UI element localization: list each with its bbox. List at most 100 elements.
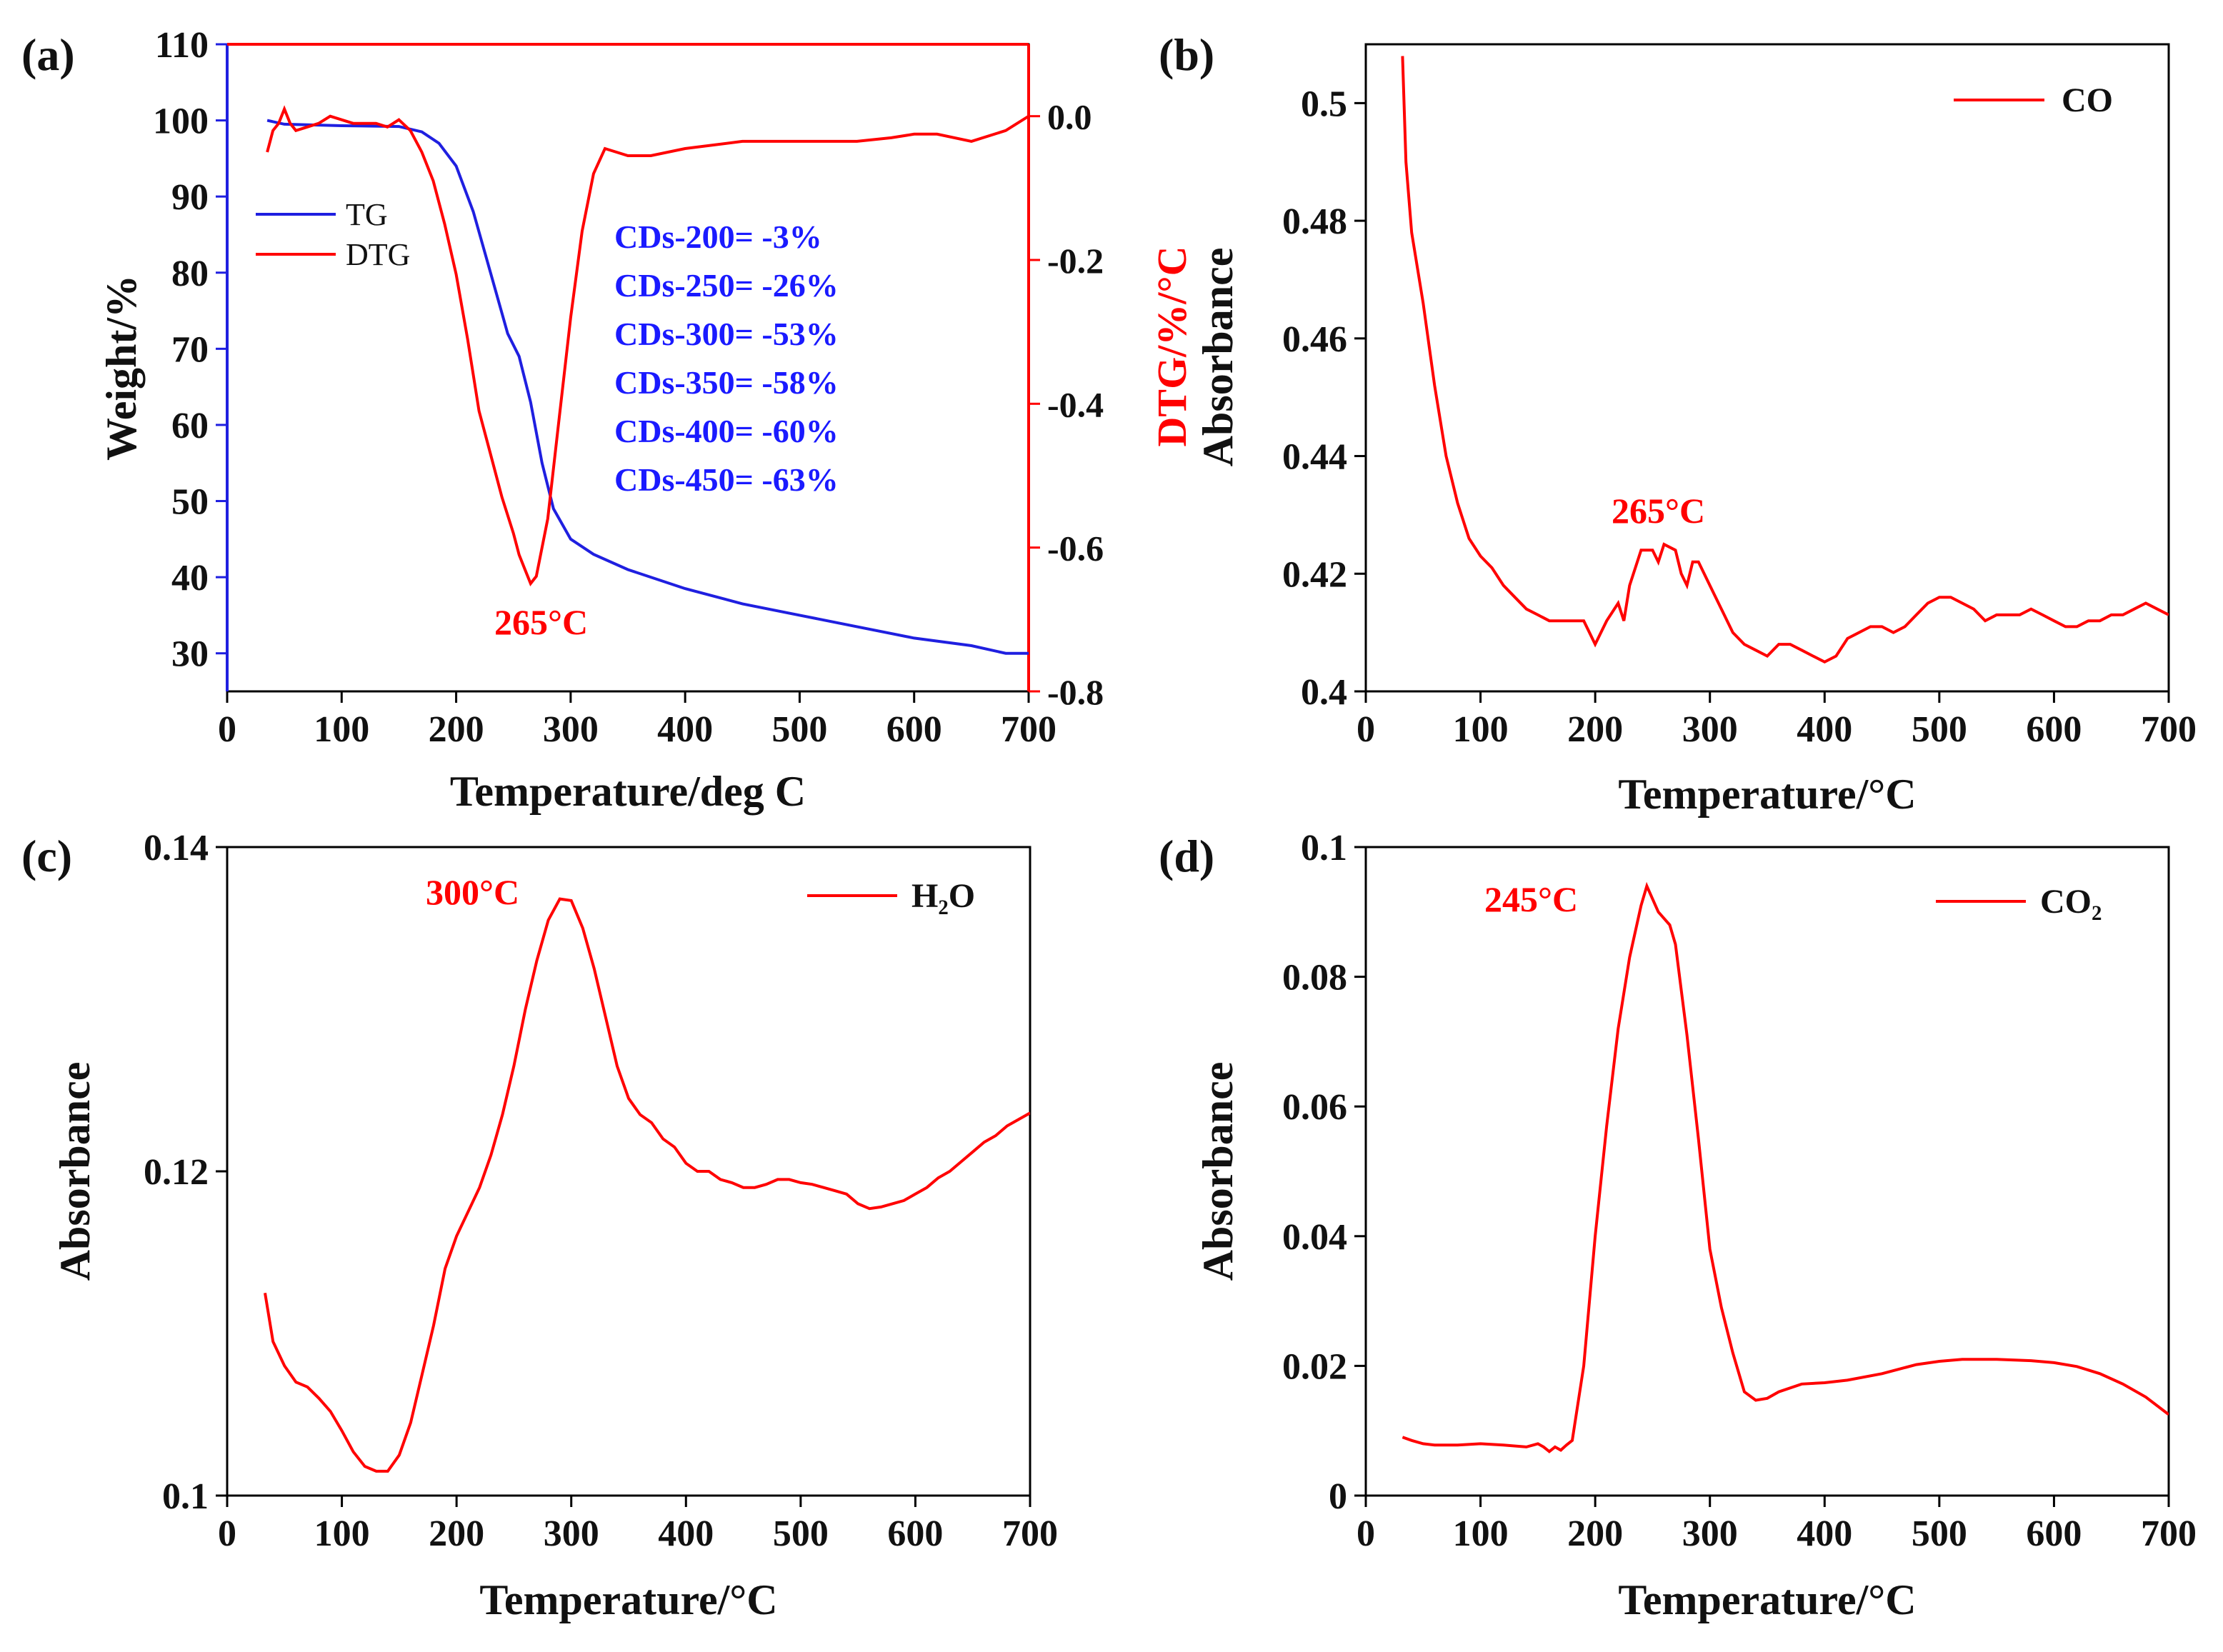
x-tick-label: 0 [1357, 709, 1375, 750]
panel-label-d: (d) [1159, 831, 1214, 881]
x-tick-label: 700 [1002, 1513, 1058, 1554]
mass-loss-label: CDs-250= -26% [614, 267, 839, 304]
y-tick-label: 0.48 [1282, 201, 1347, 242]
y-ticks-d: 0 0.02 0.04 0.06 0.08 0.1 [1282, 828, 1366, 1517]
y2-tick-label: -0.2 [1047, 241, 1104, 281]
x-tick-label: 300 [543, 709, 599, 750]
legend-label-dtg: DTG [346, 237, 410, 272]
co2-line [1402, 881, 2169, 1453]
mass-loss-label: CDs-450= -63% [614, 461, 839, 498]
y-axis-title-a: Weight/% [98, 275, 145, 461]
panel-label-a: (a) [21, 29, 75, 80]
x-tick-label: 500 [771, 709, 827, 750]
peak-annotation-c: 300°C [426, 872, 519, 912]
x-axis-title-d: Temperature/°C [1618, 1576, 1916, 1623]
y2-tick-label: -0.8 [1047, 672, 1104, 712]
h2o-line [264, 897, 1030, 1473]
y-tick-label: 0.44 [1282, 437, 1347, 478]
x-ticks-b: 0 100 200 300 400 500 600 700 [1357, 691, 2197, 750]
dtg-line [266, 105, 1029, 586]
x-tick-label: 500 [773, 1513, 829, 1554]
mass-loss-label: CDs-300= -53% [614, 316, 839, 352]
y-tick-label: 0.42 [1282, 554, 1347, 595]
plot-frame-b [1364, 43, 2170, 693]
y-tick-label: 0.1 [1301, 828, 1347, 868]
y-ticks-b: 0.4 0.42 0.44 0.46 0.48 0.5 [1282, 84, 1366, 713]
x-tick-label: 200 [429, 709, 484, 750]
panel-label-b: (b) [1159, 29, 1214, 80]
y-axis-title-d: Absorbance [1194, 1062, 1242, 1281]
x-tick-label: 200 [1567, 1513, 1623, 1554]
x-tick-label: 500 [1912, 1513, 1967, 1554]
x-tick-label: 200 [1567, 709, 1623, 750]
x-axis-title-a: Temperature/deg C [450, 768, 806, 815]
y-tick-label: 0.02 [1282, 1346, 1347, 1387]
x-ticks-d: 0 100 200 300 400 500 600 700 [1357, 1496, 2197, 1554]
y2-tick-label: 0.0 [1047, 97, 1092, 137]
legend-label-tg: TG [346, 197, 388, 232]
x-tick-label: 300 [1682, 709, 1738, 750]
x-tick-label: 300 [1682, 1513, 1738, 1554]
legend-label-co2: CO₂ [2040, 883, 2102, 921]
x-tick-label: 700 [2141, 1513, 2197, 1554]
y-tick-label: 0 [1329, 1476, 1347, 1517]
mass-loss-label: CDs-350= -58% [614, 364, 839, 401]
legend-label-h2o: H₂O [911, 877, 975, 915]
x-tick-label: 400 [657, 709, 713, 750]
y-tick-label: 0.04 [1282, 1217, 1347, 1258]
x-tick-label: 400 [1797, 709, 1852, 750]
x-ticks-a: 0 100 200 300 400 500 600 700 [218, 691, 1056, 750]
x-tick-label: 0 [218, 709, 236, 750]
peak-annotation-a: 265°C [494, 602, 588, 642]
y-ticks-a: 30 40 50 60 70 80 90 100 110 [153, 25, 227, 675]
y-tick-label: 0.5 [1301, 84, 1347, 124]
plot-frame-d [1364, 846, 2170, 1497]
x-tick-label: 700 [1001, 709, 1056, 750]
y-tick-label: 0.14 [144, 828, 209, 868]
x-tick-label: 600 [887, 1513, 943, 1554]
x-tick-label: 100 [314, 1513, 370, 1554]
y-tick-label: 40 [171, 558, 209, 599]
x-tick-label: 400 [1797, 1513, 1852, 1554]
x-tick-label: 0 [1357, 1513, 1375, 1554]
co-line [1401, 56, 2169, 664]
y-ticks-c: 0.1 0.12 0.14 [144, 828, 227, 1517]
legend-label-co: CO [2062, 81, 2113, 119]
x-tick-label: 200 [429, 1513, 484, 1554]
mass-loss-label: CDs-200= -3% [614, 219, 822, 255]
panel-a: (a) 0 100 200 300 400 500 600 700 30 40 50 60 70 80 9… [21, 25, 1195, 815]
y-tick-label: 90 [171, 177, 209, 218]
y2-axis-title-a: DTG/%/°C [1149, 246, 1195, 447]
y-tick-label: 0.1 [162, 1476, 209, 1517]
y-axis-title-b: Absorbance [1194, 248, 1242, 467]
y-tick-label: 50 [171, 482, 209, 523]
y-tick-label: 0.06 [1282, 1087, 1347, 1128]
plot-frame-c [226, 846, 1031, 1497]
y2-tick-label: -0.6 [1047, 529, 1104, 569]
panel-d: (d) 0 100 200 300 400 500 600 700 0 0.02 0.04 0.06… [1159, 828, 2197, 1623]
y-tick-label: 100 [153, 101, 209, 142]
y-tick-label: 110 [155, 25, 209, 66]
x-tick-label: 300 [544, 1513, 599, 1554]
x-tick-label: 100 [1453, 1513, 1509, 1554]
y-tick-label: 0.4 [1301, 672, 1347, 713]
y-tick-label: 0.46 [1282, 319, 1347, 360]
x-tick-label: 100 [314, 709, 369, 750]
y-tick-label: 30 [171, 634, 209, 675]
y2-ticks-a: -0.8 -0.6 -0.4 -0.2 0.0 [1029, 97, 1104, 712]
x-tick-label: 0 [218, 1513, 236, 1554]
panel-label-c: (c) [21, 831, 72, 881]
peak-annotation-d: 245°C [1484, 879, 1578, 919]
y-axis-title-c: Absorbance [51, 1062, 99, 1281]
y2-tick-label: -0.4 [1047, 384, 1104, 424]
x-tick-label: 600 [2026, 709, 2082, 750]
mass-loss-label: CDs-400= -60% [614, 413, 839, 449]
x-tick-label: 400 [658, 1513, 714, 1554]
x-axis-title-b: Temperature/°C [1618, 771, 1916, 818]
x-tick-label: 700 [2141, 709, 2197, 750]
x-tick-label: 100 [1453, 709, 1509, 750]
y-tick-label: 60 [171, 406, 209, 446]
tg-line [266, 119, 1029, 655]
